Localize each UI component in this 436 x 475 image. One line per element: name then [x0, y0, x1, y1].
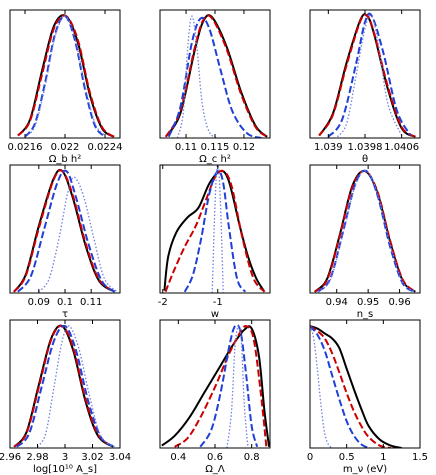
plot-frame — [9, 319, 121, 449]
x-tick-label: 3 — [62, 452, 68, 463]
series-line-1 — [310, 325, 402, 448]
plot-frame — [309, 319, 421, 449]
series-line-4 — [24, 15, 106, 138]
x-axis-label: log[10¹⁰ A_s] — [33, 464, 97, 475]
plot-frame — [159, 319, 271, 449]
series-line-2 — [13, 324, 114, 448]
x-tick-label: 2.96 — [0, 452, 21, 463]
series-line-2 — [174, 325, 268, 448]
x-tick-label: 0.11 — [175, 142, 197, 153]
x-tick-label: 1 — [380, 452, 386, 463]
series-line-2 — [13, 169, 116, 293]
series-line-4 — [36, 325, 115, 448]
series-line-3 — [327, 12, 412, 138]
series-line-4 — [310, 325, 333, 448]
x-tick-label: 0.94 — [326, 297, 348, 308]
series-line-3 — [17, 169, 116, 293]
series-line-4 — [176, 15, 219, 138]
x-tick-label: 1.0406 — [384, 142, 419, 153]
series-line-3 — [199, 323, 259, 448]
subplot-5: -2 -1w — [158, 164, 271, 320]
x-tick-label: 2.98 — [26, 452, 48, 463]
x-tick-label: 1.0398 — [348, 142, 383, 153]
series-line-4 — [38, 176, 118, 293]
x-tick-label: -1 — [213, 297, 223, 308]
series-line-2 — [314, 170, 416, 293]
x-tick-label: 1.039 — [314, 142, 343, 153]
x-axis-label: Ω_b h² — [49, 154, 82, 165]
series-line-1 — [17, 14, 115, 138]
series-line-2 — [318, 13, 416, 138]
series-line-2 — [17, 14, 115, 138]
series-line-2 — [310, 325, 391, 448]
plot-frame — [159, 164, 271, 294]
x-tick-label: 0.5 — [339, 452, 355, 463]
subplot-9: 0 0.5 1 1.5 m_ν (eV) — [307, 319, 428, 475]
x-tick-label: 0.4 — [170, 452, 186, 463]
series-line-3 — [310, 325, 370, 448]
subplot-6: 0.94 0.95 0.96 n_s — [309, 164, 421, 320]
series-line-3 — [16, 324, 116, 448]
subplot-2: 0.11 0.115 0.12Ω_c h² — [159, 9, 271, 165]
series-line-1 — [13, 168, 116, 293]
series-line-1 — [163, 170, 266, 293]
x-tick-label: 0 — [307, 452, 313, 463]
x-tick-label: 0.09 — [28, 297, 50, 308]
x-axis-label: Ω_Λ — [205, 464, 225, 475]
x-axis-label: Ω_c h² — [199, 154, 231, 165]
x-axis-label: m_ν (eV) — [343, 464, 387, 475]
series-line-2 — [164, 14, 268, 138]
subplot-4: 0.09 0.1 0.11 τ — [9, 164, 121, 320]
x-tick-label: 0.0216 — [8, 142, 43, 153]
x-tick-label: 0.11 — [80, 297, 102, 308]
x-tick-label: 0.12 — [233, 142, 255, 153]
x-tick-label: 0.0224 — [88, 142, 123, 153]
x-tick-label: 1.5 — [412, 452, 428, 463]
x-tick-label: 0.022 — [51, 142, 80, 153]
x-axis-label: n_s — [357, 309, 374, 320]
x-tick-label: 0.96 — [388, 297, 410, 308]
plot-frame — [309, 164, 421, 294]
x-tick-label: 0.95 — [357, 297, 379, 308]
x-axis-label: w — [211, 309, 219, 320]
x-tick-label: 0.6 — [207, 452, 223, 463]
plot-frame — [9, 9, 121, 139]
series-line-4 — [211, 165, 224, 293]
series-line-4 — [226, 325, 249, 448]
x-tick-label: 3.02 — [81, 452, 103, 463]
x-tick-label: -2 — [158, 297, 168, 308]
series-line-3 — [167, 16, 262, 138]
x-tick-label: 3.04 — [109, 452, 131, 463]
subplot-1: 0.0216 0.022 0.0224 Ω_b h² — [8, 9, 123, 165]
subplot-8: 0.4 0.6 0.8 Ω_Λ — [159, 319, 271, 475]
series-line-3 — [24, 15, 106, 138]
x-tick-label: 0.8 — [244, 452, 260, 463]
series-line-4 — [336, 14, 403, 138]
subplot-3: 1.039 1.0398 1.0406 θ — [309, 9, 421, 165]
series-line-2 — [164, 169, 266, 293]
series-line-3 — [317, 169, 416, 293]
x-axis-label: τ — [62, 309, 68, 320]
x-tick-label: 0.115 — [201, 142, 230, 153]
x-tick-label: 0.1 — [57, 297, 73, 308]
subplot-7: 2.96 2.98 3 3.02 3.04 log[10¹⁰ A_s] — [0, 319, 131, 475]
series-line-3 — [183, 169, 247, 293]
x-axis-label: θ — [362, 154, 368, 165]
